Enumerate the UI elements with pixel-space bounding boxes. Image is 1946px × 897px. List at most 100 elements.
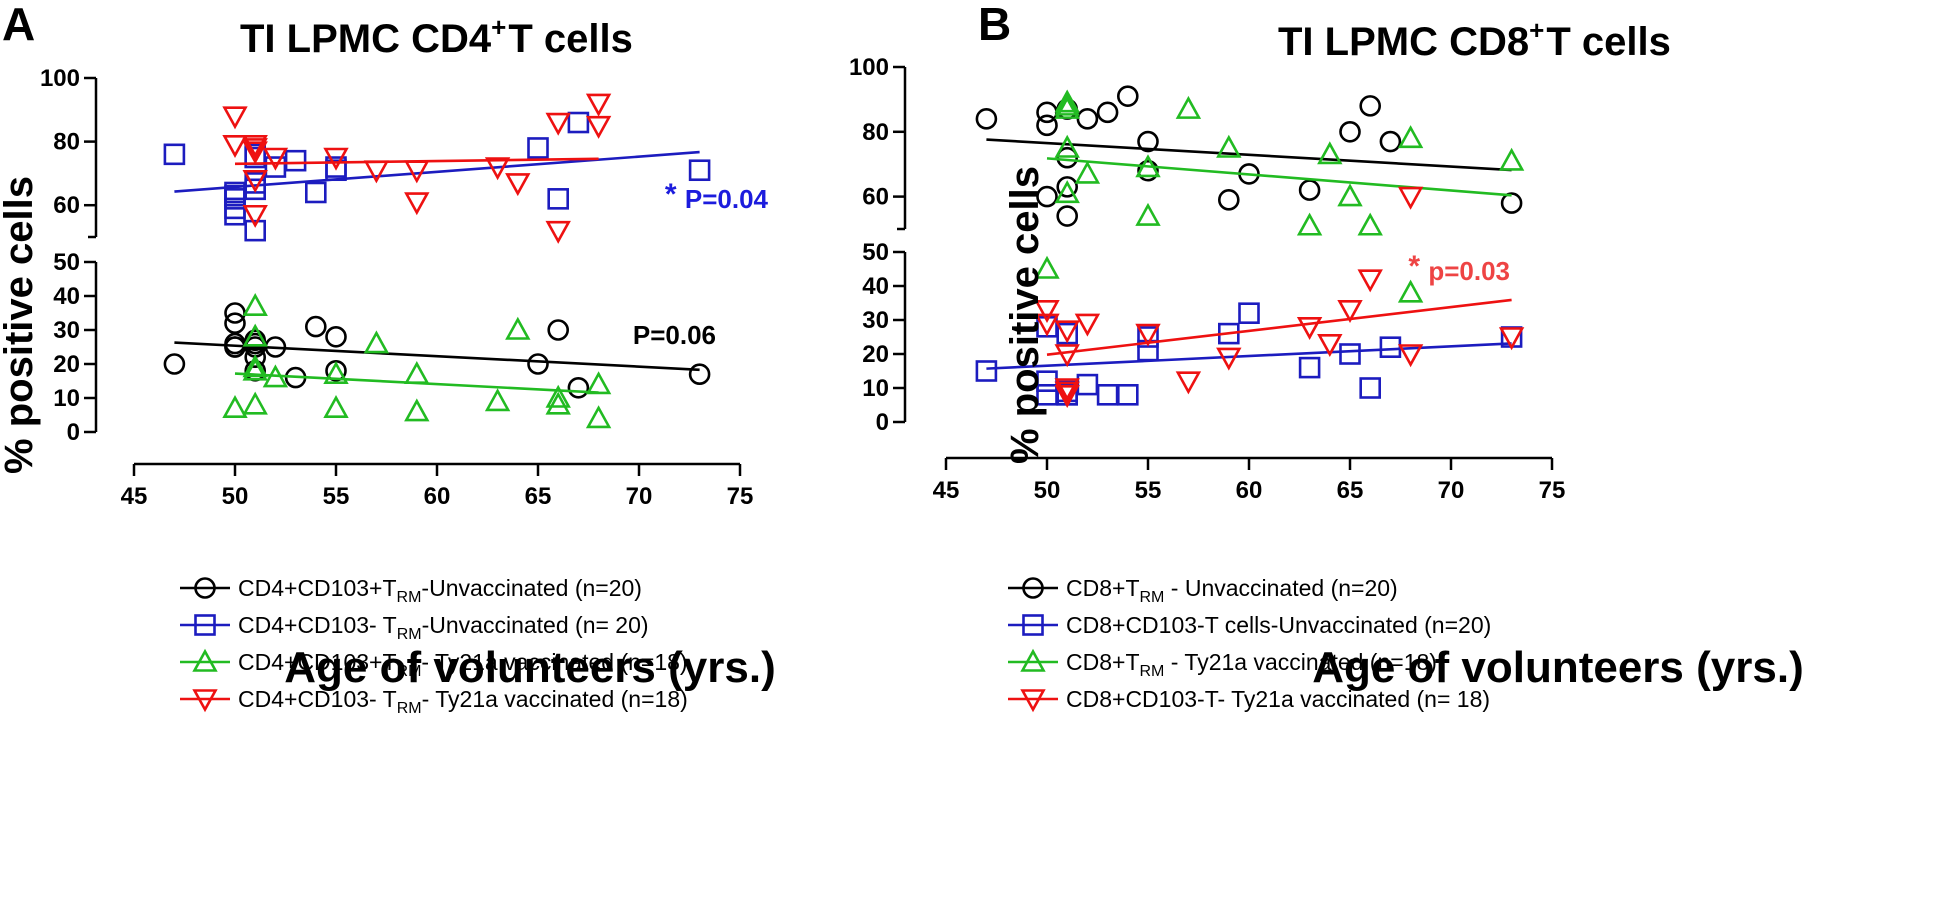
- y-tick-label-lower: 20: [53, 351, 80, 378]
- legend-entry: CD8+CD103-T- Ty21a vaccinated (n= 18): [1008, 686, 1490, 713]
- legend-marker: [1022, 577, 1044, 599]
- data-point: [1359, 95, 1381, 117]
- data-point: [325, 325, 347, 348]
- panel-b-title: TI LPMC CD8+T cells: [1278, 15, 1671, 64]
- data-point: [242, 293, 268, 317]
- data-point: [1054, 378, 1080, 402]
- data-point: [1034, 255, 1060, 279]
- panel-a-legend: CD4+CD103+TRM-Unvaccinated (n=20) CD4+CD1…: [180, 575, 688, 717]
- panel-b-points: * p=0.03: [975, 85, 1525, 408]
- p-value-label: * P=0.04: [665, 178, 769, 214]
- data-point: [304, 181, 327, 204]
- data-point: [1175, 371, 1202, 395]
- data-point: [484, 388, 511, 412]
- legend-label: CD8+CD103-T cells-Unvaccinated (n=20): [1066, 612, 1491, 638]
- legend-marker: [1020, 689, 1046, 713]
- data-point: [1498, 147, 1525, 171]
- data-point: [1317, 141, 1343, 165]
- x-tick-label: 65: [1337, 477, 1364, 504]
- panel-b-y-label: % positive cells: [1003, 166, 1047, 464]
- data-point: [242, 169, 268, 193]
- data-point: [1498, 327, 1525, 351]
- x-tick-label: 50: [222, 483, 249, 510]
- fit-line: [986, 342, 1512, 370]
- data-point: [325, 159, 347, 182]
- data-point: [585, 371, 612, 395]
- data-point: [242, 141, 268, 165]
- p-value-label: P=0.06: [633, 320, 716, 350]
- data-point: [1397, 344, 1424, 368]
- data-point: [1054, 92, 1080, 116]
- data-point: [1296, 212, 1323, 236]
- data-point: [1238, 302, 1260, 325]
- y-tick-label-lower: 10: [862, 375, 889, 402]
- x-tick-label: 75: [727, 483, 754, 510]
- data-point: [1117, 383, 1139, 406]
- x-tick-label: 60: [424, 483, 451, 510]
- data-point: [567, 111, 590, 134]
- data-point: [1056, 176, 1078, 198]
- panel-b-legend: CD8+TRM - Unvaccinated (n=20) CD8+CD103-T…: [1008, 575, 1491, 713]
- data-point: [688, 159, 711, 182]
- data-point: [244, 146, 266, 169]
- data-point: [262, 147, 289, 171]
- panel-a-title: TI LPMC CD4+T cells: [240, 12, 633, 61]
- data-point: [244, 219, 266, 242]
- data-point: [1175, 95, 1202, 119]
- panel-a-y-label: % positive cells: [0, 176, 41, 474]
- data-point: [1379, 336, 1402, 359]
- data-point: [1034, 313, 1060, 337]
- data-point: [1135, 154, 1161, 178]
- x-tick-label: 50: [1034, 477, 1061, 504]
- data-point: [1379, 130, 1402, 153]
- y-tick-label-lower: 50: [53, 249, 80, 276]
- fit-line: [1046, 298, 1512, 356]
- panel-a-points: P=0.06 * P=0.04: [163, 93, 769, 429]
- y-tick-label-lower: 40: [53, 283, 80, 310]
- data-point: [1036, 114, 1058, 137]
- data-point: [688, 363, 711, 386]
- y-tick-label-upper: 100: [849, 54, 889, 81]
- data-point: [1117, 85, 1139, 107]
- data-point: [505, 316, 531, 340]
- data-point: [222, 395, 248, 419]
- data-point: [1339, 121, 1361, 143]
- data-point: [1339, 343, 1361, 365]
- x-tick-label: 70: [626, 483, 653, 510]
- data-point: [585, 93, 612, 117]
- data-point: [242, 357, 268, 381]
- data-point: [404, 361, 430, 385]
- y-tick-label-upper: 60: [53, 192, 80, 219]
- data-point: [1218, 189, 1240, 211]
- series-triangle-up: [222, 293, 612, 429]
- y-tick-label-lower: 30: [53, 317, 80, 344]
- data-point: [242, 391, 268, 415]
- panel-a-letter: A: [2, 0, 35, 50]
- data-point: [1397, 125, 1424, 149]
- data-point: [1317, 333, 1343, 357]
- legend-label: CD4+CD103+TRM- Ty21a vaccinated (n=18): [238, 649, 688, 680]
- y-tick-label-lower: 30: [862, 307, 889, 334]
- series-square: * P=0.04: [163, 111, 769, 242]
- panel-b: B TI LPMC CD8+T cells 60 80 100 0 10 20 30 40 50…: [849, 0, 1804, 713]
- legend-marker: [1020, 648, 1046, 672]
- y-tick-label-upper: 100: [40, 65, 80, 92]
- data-point: [484, 157, 511, 181]
- legend-label: CD4+CD103- TRM-Unvaccinated (n= 20): [238, 612, 649, 643]
- data-point: [404, 192, 430, 216]
- data-point: [1054, 89, 1080, 113]
- data-point: [1357, 212, 1383, 236]
- data-point: [1054, 320, 1080, 344]
- y-tick-label-lower: 0: [67, 419, 80, 446]
- data-point: [1337, 183, 1363, 207]
- data-point: [545, 391, 571, 415]
- data-point: [363, 160, 390, 184]
- data-point: [1054, 180, 1080, 204]
- y-tick-label-upper: 60: [862, 184, 889, 211]
- y-tick-label-lower: 10: [53, 385, 80, 412]
- data-point: [242, 204, 268, 228]
- panel-b-axes: 60 80 100 0 10 20 30 40 50 45 50 55 60 65 70 75: [849, 54, 1565, 504]
- data-point: [404, 398, 430, 422]
- data-point: [1054, 95, 1080, 119]
- legend-entry: CD4+CD103- TRM- Ty21a vaccinated (n=18): [180, 686, 688, 717]
